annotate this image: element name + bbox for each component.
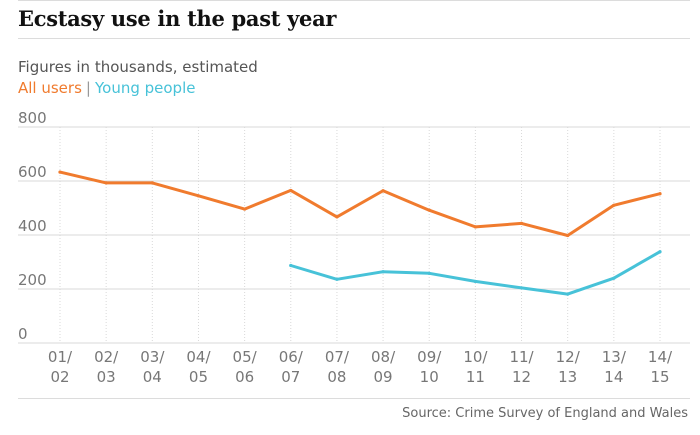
series-all-users-point	[519, 221, 524, 225]
x-tick-label: 12/13	[556, 348, 581, 386]
x-tick-layer: 01/02 02/03 03/04 04/05 05/06 06/07 07/08 08/09…	[48, 348, 673, 386]
series-young-people-point	[519, 286, 524, 290]
series-young-people-point	[427, 271, 431, 275]
legend-young-people: Young people	[94, 79, 196, 97]
series-all-users-point	[612, 203, 616, 207]
series-layer	[58, 170, 662, 296]
y-tick-label: 800	[18, 109, 47, 127]
series-young-people-point	[612, 276, 616, 280]
legend: All users | Young people	[18, 79, 195, 97]
footer-rule	[18, 398, 690, 399]
series-all-users-point	[381, 189, 385, 193]
series-young-people-point	[381, 270, 385, 274]
x-tick-label: 13/14	[602, 348, 627, 386]
series-young-people-point	[335, 277, 339, 281]
source-note: Source: Crime Survey of England and Wale…	[402, 406, 688, 421]
legend-all-users: All users	[18, 79, 82, 97]
series-young-people-point	[658, 250, 662, 254]
series-young-people-point	[473, 279, 477, 284]
chart-title: Ecstasy use in the past year	[18, 6, 337, 31]
top-rule	[18, 0, 690, 1]
x-tick-label: 04/05	[186, 348, 211, 386]
title-rule	[18, 38, 690, 39]
y-tick-label: 0	[18, 325, 28, 343]
x-tick-label: 03/04	[140, 348, 165, 386]
x-tick-label: 07/08	[325, 348, 350, 386]
series-all-users-point	[243, 207, 247, 211]
y-tick-layer: 0 200 400 600 800	[18, 109, 47, 343]
legend-separator: |	[85, 79, 91, 97]
x-grid-layer	[59, 127, 661, 343]
y-tick-label: 200	[18, 271, 47, 289]
series-young-people-point	[289, 263, 293, 268]
x-tick-label: 09/10	[417, 348, 442, 386]
series-all-users-point	[473, 225, 477, 229]
series-young-people-point	[566, 292, 570, 296]
x-tick-label: 08/09	[371, 348, 396, 386]
series-all-users-point	[289, 188, 293, 193]
y-tick-label: 400	[18, 217, 47, 235]
series-all-users-point	[150, 181, 154, 185]
series-all-users-point	[427, 208, 431, 212]
series-all-users-point	[196, 194, 201, 198]
y-tick-label: 600	[18, 163, 47, 181]
series-all-users-point	[104, 181, 108, 185]
x-tick-label: 02/03	[94, 348, 119, 386]
chart-subtitle: Figures in thousands, estimated	[18, 58, 258, 76]
x-tick-label: 10/11	[463, 348, 488, 386]
x-tick-label: 01/02	[48, 348, 73, 386]
series-all-users-point	[566, 233, 570, 238]
x-tick-label: 06/07	[279, 348, 304, 386]
series-all-users-point	[58, 170, 62, 174]
x-tick-label: 11/12	[509, 348, 534, 386]
grid-layer	[18, 126, 690, 344]
series-young-people-line	[289, 250, 662, 296]
series-all-users-line	[58, 170, 662, 237]
x-tick-label: 05/06	[233, 348, 258, 386]
x-tick-label: 14/15	[648, 348, 673, 386]
series-all-users-point	[658, 192, 662, 196]
series-all-users-point	[335, 215, 339, 219]
